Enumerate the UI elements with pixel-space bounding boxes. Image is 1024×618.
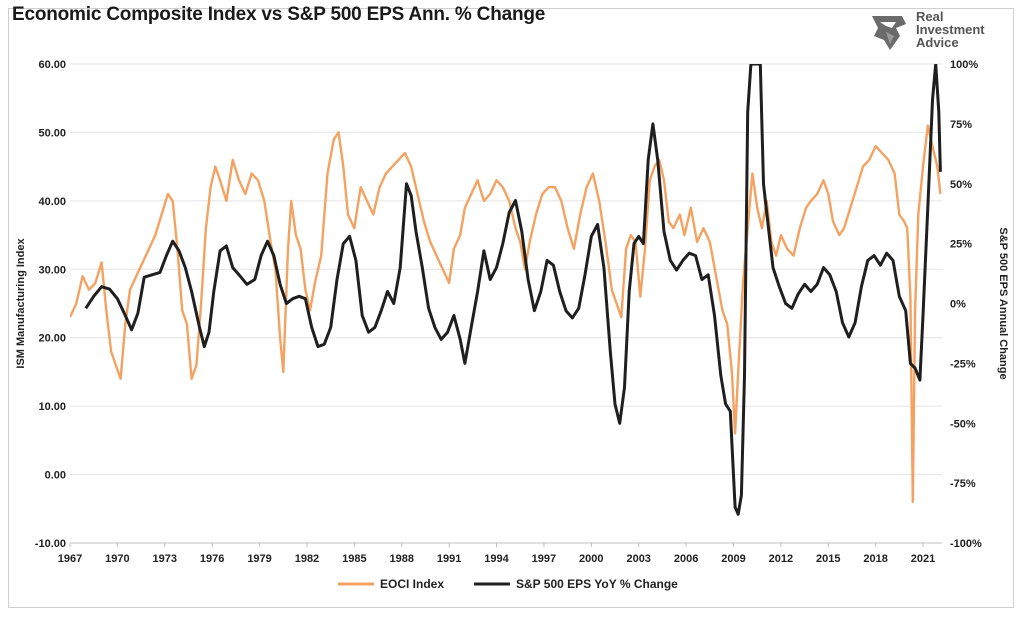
right-tick-label: 0%	[950, 299, 966, 311]
x-axis: 1967 1970 1973 1976 1979 1982 1985 1988 1991 1994…	[58, 542, 942, 565]
chart-frame	[8, 8, 1014, 608]
x-tick-label: 1985	[342, 553, 366, 565]
x-tick-label: 2003	[626, 553, 650, 565]
x-tick-label: 2006	[674, 553, 698, 565]
x-tick-label: 1994	[484, 553, 509, 565]
left-tick-label: 0.00	[45, 470, 66, 482]
right-axis-title: S&P 500 EPS Annual Change	[997, 227, 1009, 379]
left-tick-label: 20.00	[38, 333, 66, 345]
legend-label-1: EOCI Index	[380, 577, 444, 591]
x-tick-label: 2021	[911, 553, 935, 565]
left-tick-label: 30.00	[38, 264, 66, 276]
logo-text: Real Investment Advice	[916, 10, 985, 49]
x-tick-label: 2015	[816, 553, 840, 565]
x-tick-label: 1988	[389, 553, 413, 565]
logo-line-3: Advice	[916, 35, 959, 50]
x-tick-label: 2012	[769, 553, 793, 565]
right-tick-label: -100%	[950, 538, 982, 550]
left-tick-label: 60.00	[38, 59, 66, 71]
x-tick-label: 2018	[863, 553, 887, 565]
left-y-axis: -10.00 0.00 10.00 20.00 30.00 40.00 50.00 60.00	[35, 59, 66, 550]
x-tick-label: 1976	[200, 553, 224, 565]
right-tick-label: -50%	[950, 418, 976, 430]
legend-label-2: S&P 500 EPS YoY % Change	[516, 577, 678, 591]
right-tick-label: -75%	[950, 478, 976, 490]
x-tick-label: 1967	[58, 553, 82, 565]
x-tick-label: 1991	[437, 553, 461, 565]
brand-logo: Real Investment Advice	[866, 10, 1006, 54]
gridlines	[70, 63, 942, 544]
lion-head-icon	[872, 16, 906, 50]
logo-line-2: Investment	[916, 22, 985, 37]
left-tick-label: 10.00	[38, 401, 66, 413]
x-tick-label: 1997	[532, 553, 556, 565]
chart-title: Economic Composite Index vs S&P 500 EPS …	[12, 4, 546, 25]
right-tick-label: 100%	[950, 59, 978, 71]
series-layer	[70, 64, 942, 516]
right-tick-label: 25%	[950, 239, 972, 251]
left-tick-label: 40.00	[38, 196, 66, 208]
x-tick-label: 2000	[579, 553, 603, 565]
x-tick-label: 1973	[153, 553, 177, 565]
left-tick-label: -10.00	[35, 538, 66, 550]
legend: EOCI Index S&P 500 EPS YoY % Change	[338, 577, 678, 591]
x-tick-label: 1982	[295, 553, 319, 565]
series-line-1	[70, 124, 942, 504]
left-tick-label: 50.00	[38, 127, 66, 139]
series-line-2	[84, 64, 942, 516]
right-y-axis: -100% -75% -50% -25% 0% 25% 50% 75% 100%	[950, 59, 982, 550]
x-tick-label: 1979	[247, 553, 271, 565]
x-tick-label: 2009	[721, 553, 745, 565]
right-tick-label: -25%	[950, 358, 976, 370]
right-tick-label: 75%	[950, 119, 972, 131]
right-tick-label: 50%	[950, 179, 972, 191]
left-axis-title: ISM Manufacturing Index	[15, 238, 27, 369]
x-tick-label: 1970	[105, 553, 129, 565]
logo-line-1: Real	[916, 9, 944, 24]
